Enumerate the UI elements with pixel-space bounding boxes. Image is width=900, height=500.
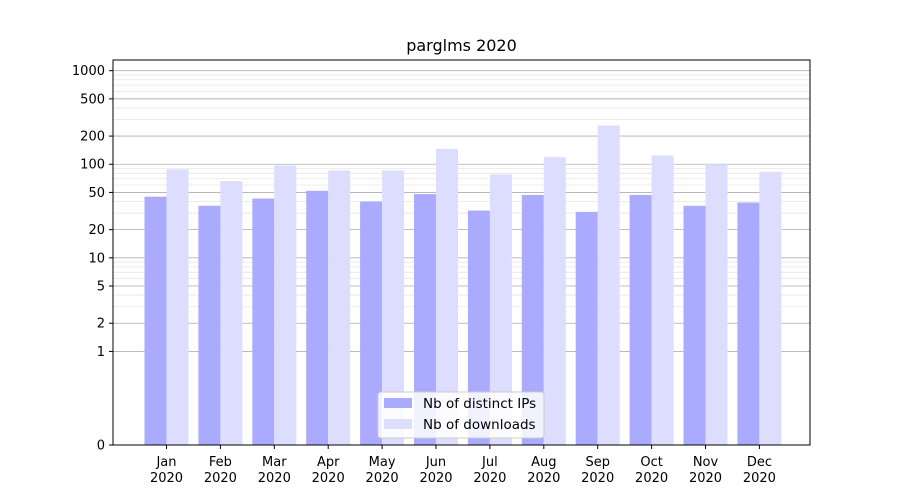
y-tick-label: 5 bbox=[97, 280, 105, 295]
x-tick-label: May 2020 bbox=[366, 455, 399, 486]
y-tick-label: 1 bbox=[97, 345, 105, 360]
x-axis: Jan 2020 Feb 2020 Mar 2020 Apr 2020 May 2020 Jun 20… bbox=[150, 445, 776, 486]
bar-downloads bbox=[651, 155, 674, 445]
bar-downloads bbox=[274, 165, 297, 446]
bar-distinct-ips bbox=[737, 202, 760, 445]
bar-distinct-ips bbox=[360, 201, 383, 445]
y-tick-label: 200 bbox=[80, 130, 105, 145]
bar-downloads bbox=[382, 170, 405, 445]
bar-downloads bbox=[705, 164, 728, 445]
bar-distinct-ips bbox=[629, 194, 652, 445]
legend-swatch-distinct-ips bbox=[384, 398, 412, 408]
bar-downloads bbox=[759, 171, 782, 445]
plot-frame bbox=[112, 59, 811, 446]
bar-downloads bbox=[166, 169, 189, 445]
x-tick-label: Feb 2020 bbox=[204, 455, 237, 486]
bar-distinct-ips bbox=[575, 211, 598, 445]
legend-label-downloads: Nb of downloads bbox=[423, 417, 536, 433]
bar-downloads bbox=[489, 174, 512, 445]
x-tick-label: Jun 2020 bbox=[419, 455, 452, 486]
y-tick-label: 500 bbox=[80, 92, 105, 107]
x-tick-label: Jan 2020 bbox=[150, 455, 183, 486]
bar-downloads bbox=[220, 181, 243, 445]
bar-downloads bbox=[328, 170, 351, 445]
y-tick-label: 100 bbox=[80, 158, 105, 173]
legend-box bbox=[377, 391, 545, 439]
y-tick-label: 1000 bbox=[72, 64, 105, 79]
y-tick-label: 50 bbox=[88, 186, 105, 201]
y-tick-label: 20 bbox=[88, 223, 105, 238]
bar-distinct-ips bbox=[467, 210, 490, 445]
x-tick-label: Aug 2020 bbox=[527, 455, 560, 486]
bar-distinct-ips bbox=[414, 194, 436, 445]
x-tick-label: Oct 2020 bbox=[635, 455, 668, 486]
bar-distinct-ips bbox=[306, 190, 329, 445]
chart-title: parglms 2020 bbox=[406, 36, 517, 55]
bar-distinct-ips bbox=[198, 205, 221, 445]
bar-downloads bbox=[597, 125, 620, 445]
legend-label-distinct-ips: Nb of distinct IPs bbox=[423, 396, 536, 412]
x-tick-label: Nov 2020 bbox=[689, 455, 722, 486]
bar-distinct-ips bbox=[252, 198, 275, 445]
x-tick-label: Dec 2020 bbox=[743, 455, 776, 486]
bar-downloads bbox=[543, 157, 566, 445]
legend-swatch-downloads bbox=[384, 419, 412, 429]
y-tick-label: 10 bbox=[88, 251, 105, 266]
x-tick-label: Mar 2020 bbox=[258, 455, 291, 486]
x-tick-label: Apr 2020 bbox=[312, 455, 345, 486]
bar-distinct-ips bbox=[144, 196, 167, 445]
legend: Nb of distinct IPs Nb of downloads bbox=[377, 391, 545, 439]
bars bbox=[144, 125, 782, 446]
bar-downloads bbox=[436, 148, 458, 445]
bar-distinct-ips bbox=[683, 205, 706, 445]
y-axis: 0 1 2 5 10 20 50 100 200 500 1000 bbox=[72, 64, 113, 454]
bar-distinct-ips bbox=[521, 194, 544, 445]
x-tick-label: Jul 2020 bbox=[473, 455, 506, 486]
y-tick-label: 2 bbox=[97, 317, 105, 332]
y-tick-label: 0 bbox=[97, 439, 105, 454]
x-tick-label: Sep 2020 bbox=[581, 455, 614, 486]
